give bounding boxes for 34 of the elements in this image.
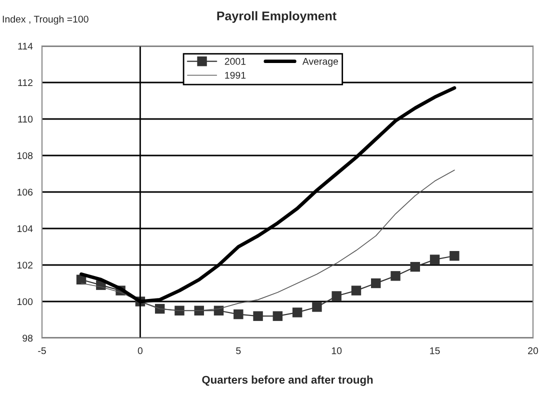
y-axis-title: Index , Trough =100 <box>2 15 88 25</box>
x-tick-label: -5 <box>38 347 46 354</box>
point <box>351 286 362 296</box>
x-tick-label: 10 <box>332 347 342 354</box>
point <box>253 311 263 321</box>
y-tick-label: 114 <box>18 42 33 50</box>
x-axis-title: Quarters before and after trough <box>202 376 373 386</box>
x-tick-label: 0 <box>138 347 143 354</box>
point <box>371 278 381 288</box>
y-tick-label: 102 <box>17 262 32 269</box>
legend-label: 2001 <box>224 58 246 65</box>
point <box>272 311 283 321</box>
x-tick-label: 20 <box>528 347 538 354</box>
y-tick-label: 106 <box>17 188 33 196</box>
chart-title: Payroll Employment <box>217 11 336 23</box>
point <box>450 251 460 261</box>
point <box>390 271 400 281</box>
x-tick-label: 5 <box>236 347 241 354</box>
x-tick-label: 15 <box>430 347 440 354</box>
legend-label: Average <box>302 58 338 67</box>
y-tick-label: 98 <box>22 334 33 342</box>
point <box>332 291 342 301</box>
y-tick-label: 100 <box>17 298 33 306</box>
point <box>292 308 302 318</box>
y-tick-label: 108 <box>17 152 33 160</box>
point <box>312 302 322 312</box>
y-tick-label: 112 <box>18 79 32 86</box>
y-tick-label: 110 <box>18 116 33 123</box>
y-tick-label: 104 <box>17 225 33 232</box>
point <box>430 254 440 264</box>
point <box>234 309 244 320</box>
point <box>410 262 420 272</box>
legend-label: 1991 <box>225 72 246 79</box>
point <box>174 306 184 316</box>
